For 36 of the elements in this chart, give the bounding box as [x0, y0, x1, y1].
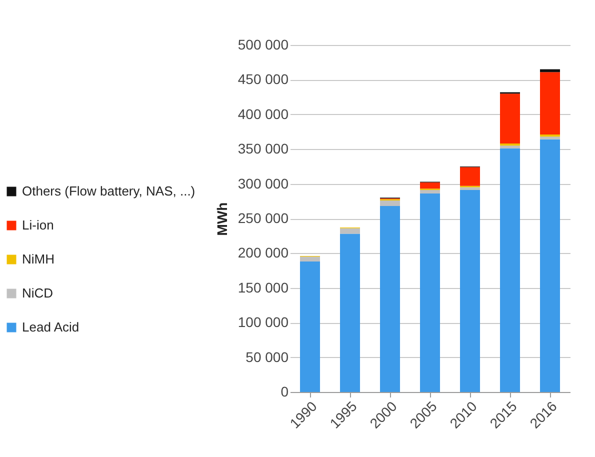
bar [340, 234, 360, 392]
y-tick-label: 350 000 [238, 140, 289, 157]
y-tick-label: 150 000 [238, 279, 289, 296]
bar [300, 256, 320, 262]
legend-label: NiMH [22, 252, 54, 266]
bar [420, 194, 440, 392]
bar [540, 69, 560, 72]
bar [540, 136, 560, 140]
bar [420, 182, 440, 189]
bar [340, 228, 360, 234]
bar [380, 206, 400, 392]
legend-label: Lead Acid [22, 320, 80, 334]
legend-label: Li-ion [22, 218, 54, 232]
bar [500, 148, 520, 392]
bar [460, 190, 480, 392]
bar [540, 72, 560, 135]
y-tick-label: 100 000 [238, 314, 289, 330]
y-tick-label: 450 000 [238, 71, 289, 88]
bar [540, 139, 560, 392]
bar [460, 167, 480, 186]
y-tick-label: 400 000 [238, 106, 289, 122]
y-tick-label: 500 000 [238, 36, 289, 52]
y-tick-label: 250 000 [238, 210, 289, 226]
legend-label: Others (Flow battery, NAS, ...) [22, 184, 196, 198]
y-tick-label: 200 000 [238, 244, 289, 261]
bar [300, 262, 320, 392]
bar [420, 190, 440, 194]
bar [500, 146, 520, 148]
legend-label: NiCD [22, 286, 54, 300]
bar [460, 187, 480, 190]
y-tick-label: 0 [280, 384, 289, 400]
y-tick-label: 300 000 [238, 175, 289, 192]
y-tick-label: 50 000 [246, 348, 289, 365]
bar [500, 94, 520, 144]
y-axis-title: MWh [214, 202, 230, 236]
bar [380, 200, 400, 206]
